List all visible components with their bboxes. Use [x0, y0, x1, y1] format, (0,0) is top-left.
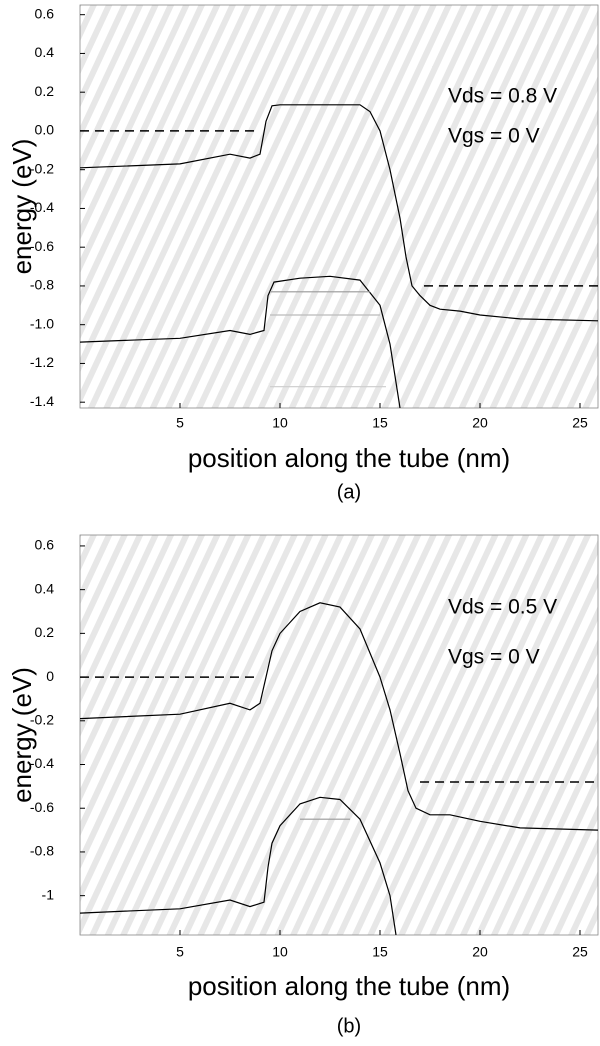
y-tick-label: 0: [46, 668, 54, 684]
x-tick-label: 15: [372, 944, 388, 960]
y-tick-label: -0.6: [30, 799, 54, 815]
annotation: Vgs = 0 V: [448, 646, 540, 669]
y-tick-label: -0.2: [30, 160, 54, 176]
y-tick-label: 0.2: [35, 624, 55, 640]
band-line: [80, 796, 397, 935]
y-tick-label: -0.2: [30, 711, 54, 727]
annotation: Vds = 0.5 V: [448, 596, 557, 619]
y-tick-label: -0.8: [30, 843, 54, 859]
y-tick-label: 0.4: [35, 44, 55, 60]
panel-caption: (b): [337, 1015, 361, 1037]
panel-caption: (a): [337, 481, 361, 503]
x-tick-label: 20: [472, 415, 488, 431]
x-tick-label: 25: [572, 944, 588, 960]
y-axis-label: energy (eV): [7, 667, 37, 803]
x-tick-label: 10: [272, 944, 288, 960]
y-tick-label: 0.2: [35, 83, 55, 99]
x-tick-label: 5: [176, 415, 184, 431]
y-tick-label: -1.2: [30, 354, 54, 370]
y-tick-label: -0.8: [30, 277, 54, 293]
x-tick-label: 15: [372, 415, 388, 431]
y-tick-label: -0.4: [30, 199, 54, 215]
y-tick-label: 0.4: [35, 580, 55, 596]
band-line: [80, 275, 401, 408]
annotation: Vgs = 0 V: [448, 125, 540, 148]
x-axis-label: position along the tube (nm): [188, 971, 510, 1001]
y-tick-label: -1.4: [30, 393, 54, 409]
panel: 0.6 0.4 0.2 0.0 -0.2 -0.4 -0.6 -0.8 -1.0 -1.2 -1.4…: [7, 4, 599, 503]
ldos-background: [80, 535, 598, 935]
ldos-background: [80, 5, 598, 408]
y-tick-label: -1: [42, 886, 55, 902]
plot-frame: [79, 534, 599, 936]
band-line: [80, 602, 598, 831]
y-tick-label: 0.0: [35, 122, 55, 138]
series-group: [80, 602, 598, 935]
band-line: [80, 104, 598, 322]
series-group: [80, 104, 598, 408]
y-tick-label: -0.4: [30, 755, 54, 771]
x-tick-label: 25: [572, 415, 588, 431]
x-tick-label: 10: [272, 415, 288, 431]
annotation: Vds = 0.8 V: [448, 85, 557, 108]
y-tick-label: 0.6: [35, 537, 55, 553]
y-tick-label: -1.0: [30, 315, 54, 331]
y-tick-label: -0.6: [30, 238, 54, 254]
x-axis-label: position along the tube (nm): [188, 443, 510, 473]
y-axis-label: energy (eV): [7, 139, 37, 275]
x-tick-label: 5: [176, 944, 184, 960]
panel: 0.6 0.4 0.2 0 -0.2 -0.4 -0.6 -0.8 -1 5 10 15 20 25 Vds…: [7, 534, 599, 1037]
plot-frame: [79, 4, 599, 409]
y-tick-label: 0.6: [35, 5, 55, 21]
x-tick-label: 20: [472, 944, 488, 960]
